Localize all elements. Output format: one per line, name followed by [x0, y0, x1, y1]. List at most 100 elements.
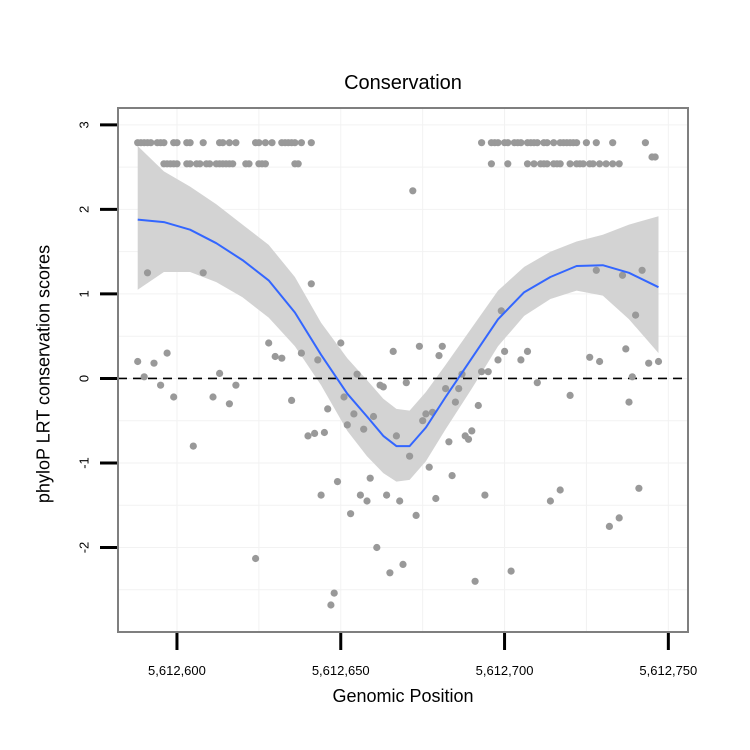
data-point [442, 385, 450, 393]
data-point [386, 569, 394, 577]
data-point [232, 139, 240, 147]
data-point [147, 139, 155, 147]
gridlines [118, 108, 688, 632]
y-tick-label: -1 [76, 457, 91, 469]
data-point [261, 160, 269, 168]
data-point [494, 139, 502, 147]
y-tick-label: 1 [77, 290, 92, 297]
data-point [392, 432, 400, 440]
data-point [517, 139, 525, 147]
data-point [533, 379, 541, 387]
data-point [229, 160, 237, 168]
data-point [160, 139, 168, 147]
data-point [566, 391, 574, 399]
data-point [307, 139, 315, 147]
data-point [517, 356, 525, 364]
data-point [170, 393, 178, 401]
data-point [396, 497, 404, 505]
data-point [163, 349, 171, 357]
data-point [494, 356, 502, 364]
loess-fit-line [137, 218, 659, 448]
data-point [602, 160, 610, 168]
data-point [474, 401, 482, 410]
data-point [618, 271, 627, 279]
data-point [307, 280, 315, 288]
data-point [206, 160, 214, 168]
data-point [586, 353, 594, 361]
data-point [189, 442, 197, 450]
data-point [654, 357, 663, 366]
data-point [134, 357, 142, 366]
data-point [412, 511, 420, 519]
data-point [196, 160, 204, 168]
data-point [157, 381, 165, 389]
data-point [530, 160, 538, 168]
data-point [451, 398, 459, 406]
data-point [363, 497, 371, 505]
data-point [484, 368, 492, 376]
data-point [635, 484, 643, 492]
data-point [504, 139, 512, 147]
x-tick-label: 5,612,600 [148, 663, 206, 678]
x-axis-label: Genomic Position [332, 686, 474, 706]
data-point [419, 417, 427, 425]
data-point [304, 432, 312, 440]
chart-title: Conservation [344, 72, 462, 94]
data-point [140, 373, 148, 381]
data-point [271, 352, 279, 361]
plot-frame [117, 107, 689, 633]
data-point [432, 494, 440, 503]
data-point [556, 486, 564, 494]
data-point [255, 139, 263, 147]
x-tick-label: 5,612,650 [312, 663, 370, 678]
data-point [311, 429, 319, 437]
data-point [320, 428, 328, 437]
data-point [609, 160, 617, 168]
data-point [232, 381, 240, 389]
data-point [199, 269, 207, 277]
data-point [389, 347, 397, 355]
data-point [556, 160, 564, 168]
data-point [415, 342, 423, 350]
data-point [337, 339, 345, 347]
data-point [297, 139, 305, 147]
data-point [327, 601, 335, 609]
data-point [546, 497, 555, 505]
data-point [566, 160, 574, 168]
data-point [252, 554, 260, 563]
data-point [379, 383, 387, 391]
data-point [592, 139, 600, 147]
data-point [399, 560, 407, 569]
data-point [150, 359, 158, 367]
y-tick-label: -2 [76, 542, 91, 554]
data-point [435, 352, 443, 360]
data-point [445, 438, 453, 446]
data-point [340, 393, 348, 401]
x-tick-label: 5,612,700 [476, 663, 534, 678]
data-point [504, 160, 512, 168]
data-point [216, 369, 224, 377]
data-point [632, 311, 640, 319]
data-point [533, 139, 541, 147]
data-point [356, 491, 364, 499]
confidence-band [137, 146, 659, 482]
x-axis: 5,612,600 5,612,650 5,612,700 5,612,750 [148, 633, 697, 678]
data-point [550, 139, 558, 147]
data-point [373, 543, 381, 552]
y-tick-label: 2 [77, 206, 92, 213]
data-point [225, 139, 233, 147]
data-point [360, 425, 368, 433]
data-point [455, 385, 463, 393]
data-point [347, 510, 355, 518]
data-point [288, 396, 296, 404]
data-point [333, 478, 342, 486]
data-point [245, 160, 253, 168]
data-point [609, 139, 617, 147]
data-point [523, 347, 532, 355]
data-point [353, 370, 361, 378]
data-point [507, 567, 515, 575]
data-point [350, 410, 358, 418]
data-point [294, 160, 302, 168]
data-point [638, 266, 646, 274]
